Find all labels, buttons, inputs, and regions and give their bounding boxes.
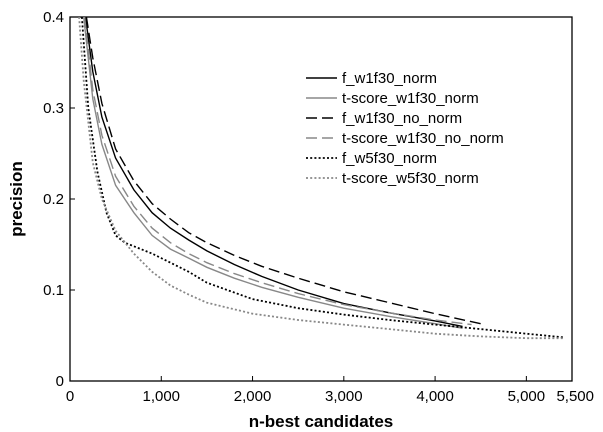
x-tick-label: 1,000	[142, 388, 180, 405]
y-tick-label: 0.4	[43, 9, 64, 26]
x-tick-label: 2,000	[234, 388, 272, 405]
x-tick-label: 0	[66, 388, 74, 405]
legend: f_w1f30_norm t-score_w1f30_norm f_w1f30_no…	[306, 70, 504, 187]
series-line	[83, 17, 472, 326]
legend-label: t-score_w1f30_no_norm	[342, 130, 504, 147]
series-line	[83, 17, 463, 329]
x-axis-ticks: 0 1,000 2,000 3,000 4,000 5,000 5,500	[66, 376, 594, 405]
legend-label: f_w1f30_norm	[342, 70, 437, 87]
y-tick-label: 0.1	[43, 282, 64, 299]
series-layer	[78, 17, 563, 340]
y-tick-label: 0	[56, 373, 64, 390]
series-line	[81, 17, 563, 339]
plot-area: 0 1,000 2,000 3,000 4,000 5,000 5,500 00.10.20…	[43, 9, 594, 405]
legend-label: f_w5f30_norm	[342, 150, 437, 167]
x-tick-label: 5,000	[508, 388, 546, 405]
plot-frame	[69, 16, 573, 382]
x-tick-label: 3,000	[325, 388, 363, 405]
series-line	[85, 17, 481, 325]
x-axis-title: n-best candidates	[249, 412, 394, 431]
y-tick-label: 0.2	[43, 191, 64, 208]
legend-label: t-score_w5f30_norm	[342, 170, 479, 187]
x-tick-label: 4,000	[416, 388, 454, 405]
legend-label: f_w1f30_no_norm	[342, 110, 462, 127]
legend-label: t-score_w1f30_norm	[342, 90, 479, 107]
y-axis-ticks: 0 0.1 0.2 0.3 0.4	[43, 9, 75, 390]
y-tick-label: 0.3	[43, 100, 64, 117]
series-line	[78, 17, 563, 340]
y-axis-title: precision	[7, 161, 26, 237]
x-tick-label: 5,500	[556, 388, 594, 405]
